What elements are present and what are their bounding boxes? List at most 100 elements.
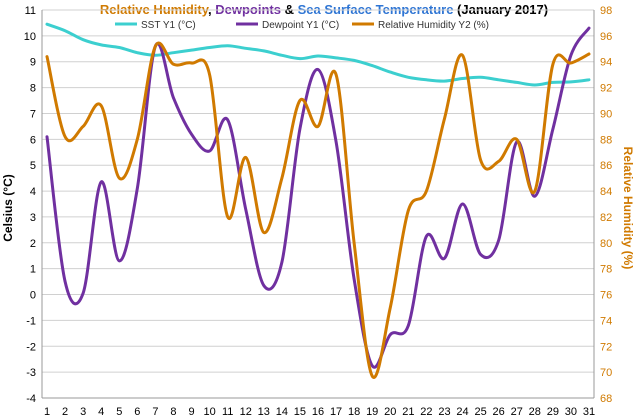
left-tick-label: 1 [30,264,36,276]
data-point-relative-humidity-y2 [551,63,555,66]
data-point-sst-y1-c [533,83,536,87]
x-tick-label: 22 [420,406,432,418]
data-point-dewpoint-y1-c [190,132,193,136]
left-tick-label: 11 [25,5,36,17]
right-axis-title: Relative Humidity (%) [621,147,635,270]
data-point-relative-humidity-y2 [280,176,284,180]
data-point-relative-humidity-y2 [154,45,157,48]
data-point-dewpoint-y1-c [100,180,103,184]
data-point-relative-humidity-y2 [425,189,428,193]
left-tick-label: -1 [26,315,36,327]
data-point-dewpoint-y1-c [208,149,211,153]
data-point-sst-y1-c [172,51,175,54]
x-tick-label: 2 [62,406,68,418]
data-point-dewpoint-y1-c [45,135,49,138]
right-tick-label: 90 [600,108,612,120]
x-tick-label: 19 [366,406,378,418]
left-tick-label: 8 [30,83,36,95]
data-point-sst-y1-c [226,44,229,47]
x-tick-label: 27 [511,406,523,418]
right-y-axis: 68 70 72 74 76 78 80 82 84 86 88 90 92 94 96 98 [600,5,612,405]
data-point-relative-humidity-y2 [407,209,410,212]
left-tick-label: -3 [26,367,36,379]
right-tick-label: 92 [600,83,612,95]
series-line-relative-humidity-y2 [45,41,591,379]
right-tick-label: 70 [600,367,612,379]
legend-label: Relative Humidity Y2 (%) [378,20,489,31]
data-point-sst-y1-c [569,80,573,84]
x-axis: 1 2 3 4 5 6 7 8 9 10 11 12 13 14 15 16 17 18 19 20 21 22 23 24 2… [41,10,595,418]
x-tick-label: 24 [456,406,468,418]
x-tick-label: 14 [276,406,288,418]
data-point-relative-humidity-y2 [81,125,85,128]
data-point-relative-humidity-y2 [461,54,464,57]
data-point-relative-humidity-y2 [208,73,211,76]
x-tick-label: 26 [493,406,505,418]
left-tick-label: 4 [30,186,36,198]
data-point-dewpoint-y1-c [63,280,67,283]
x-tick-label: 29 [547,406,559,418]
x-tick-label: 23 [438,406,450,418]
data-point-sst-y1-c [371,64,374,67]
legend-label: SST Y1 (°C) [141,20,196,31]
left-y-axis: -4 -3 -2 -1 0 1 2 3 4 5 6 7 8 9 10 11 [24,5,36,405]
x-tick-label: 10 [203,406,215,418]
data-point-sst-y1-c [316,54,320,58]
data-point-relative-humidity-y2 [334,73,338,76]
data-point-dewpoint-y1-c [425,235,428,238]
data-point-relative-humidity-y2 [244,156,247,159]
data-point-sst-y1-c [45,23,49,26]
right-tick-label: 88 [600,134,612,146]
series-lines [45,22,591,379]
data-point-sst-y1-c [298,57,302,60]
data-point-relative-humidity-y2 [389,306,392,309]
data-point-dewpoint-y1-c [298,127,302,131]
data-point-sst-y1-c [515,81,518,84]
x-tick-label: 17 [330,406,342,418]
data-point-dewpoint-y1-c [334,140,338,144]
right-tick-label: 80 [600,238,612,250]
data-point-relative-humidity-y2 [190,61,193,65]
data-point-sst-y1-c [81,38,85,41]
data-point-relative-humidity-y2 [262,231,265,234]
x-tick-label: 5 [116,406,122,418]
data-point-relative-humidity-y2 [226,215,229,219]
data-point-dewpoint-y1-c [352,277,356,281]
data-point-relative-humidity-y2 [45,55,49,58]
data-point-dewpoint-y1-c [244,207,247,211]
left-tick-label: 2 [30,238,36,250]
data-point-sst-y1-c [100,43,103,47]
left-tick-label: -4 [26,393,36,405]
x-tick-label: 20 [384,406,396,418]
data-point-sst-y1-c [244,47,247,50]
data-point-dewpoint-y1-c [389,333,392,336]
data-point-sst-y1-c [334,56,338,60]
right-tick-label: 96 [600,31,612,43]
x-tick-label: 7 [152,406,158,418]
left-tick-label: -2 [26,341,36,353]
data-point-dewpoint-y1-c [569,54,573,57]
data-point-dewpoint-y1-c [172,96,175,100]
right-tick-label: 98 [600,5,612,17]
data-point-dewpoint-y1-c [479,253,482,256]
x-tick-label: 16 [312,406,324,418]
data-point-sst-y1-c [497,78,500,82]
right-tick-label: 78 [600,264,612,276]
data-point-relative-humidity-y2 [136,138,139,141]
x-tick-label: 8 [170,406,176,418]
data-point-dewpoint-y1-c [587,26,591,30]
data-point-relative-humidity-y2 [63,135,67,138]
data-point-sst-y1-c [389,70,392,74]
left-tick-label: 0 [30,290,36,302]
x-tick-label: 15 [294,406,306,418]
data-point-relative-humidity-y2 [172,63,175,66]
data-point-dewpoint-y1-c [280,261,284,264]
gridlines [42,9,594,399]
data-point-dewpoint-y1-c [443,257,446,260]
data-point-sst-y1-c [262,49,265,53]
data-point-relative-humidity-y2 [100,104,103,107]
data-point-dewpoint-y1-c [136,187,139,190]
right-tick-label: 76 [600,290,612,302]
data-point-dewpoint-y1-c [533,195,536,198]
left-tick-label: 3 [30,212,36,224]
